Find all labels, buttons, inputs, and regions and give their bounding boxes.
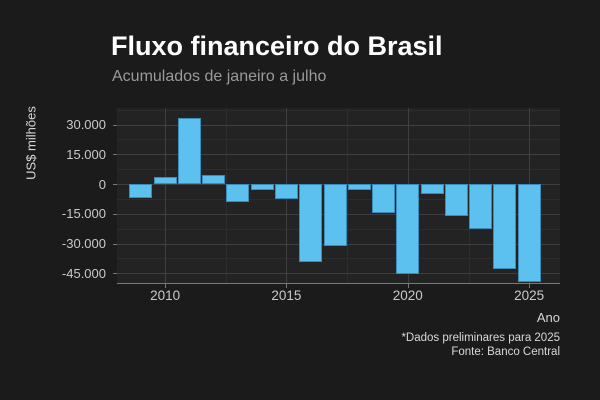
chart-title: Fluxo financeiro do Brasil (111, 31, 443, 61)
bar-2017 (323, 184, 347, 246)
y-tick-label--15000: -15.000 (61, 206, 106, 222)
chart-subtitle: Acumulados de janeiro a julho (112, 68, 327, 85)
y-gridline-minor--37500 (117, 258, 560, 260)
bar-2023 (469, 184, 493, 229)
y-gridline-minor-7500 (117, 169, 560, 171)
x-axis-line (117, 283, 560, 284)
x-axis-title: Ano (536, 310, 560, 325)
bar-2024 (493, 184, 517, 270)
x-gridline-2010 (165, 108, 167, 283)
y-tick-0 (113, 184, 117, 185)
bar-2014 (250, 184, 274, 190)
y-tick-label--45000: -45.000 (61, 265, 106, 281)
bar-2010 (153, 177, 177, 184)
y-tick-label--30000: -30.000 (61, 236, 106, 251)
bar-2018 (347, 184, 371, 190)
plot-area (117, 108, 560, 283)
x-tick-label-2015: 2015 (271, 288, 302, 303)
y-gridline-minor-37500 (117, 109, 560, 111)
x-gridline-minor-2017.5 (347, 108, 349, 283)
bar-2019 (372, 184, 395, 213)
bar-2025 (517, 184, 541, 283)
bar-2016 (299, 184, 323, 263)
x-tick-2015 (286, 284, 288, 288)
bar-2009 (129, 184, 153, 198)
y-tick-label-30000: 30.000 (66, 117, 106, 132)
y-tick-30000 (113, 124, 117, 126)
bar-2020 (396, 184, 420, 275)
x-gridline-minor-2022.5 (468, 108, 470, 283)
x-tick-2025 (529, 284, 531, 288)
x-tick-label-2010: 2010 (150, 288, 181, 303)
bar-2013 (226, 184, 250, 202)
caption-line-1: *Dados preliminares para 2025 (401, 332, 560, 344)
x-tick-2010 (165, 284, 167, 288)
x-gridline-minor-2012.5 (225, 108, 227, 283)
y-gridline-15000 (117, 154, 560, 156)
y-gridline-minor-22500 (117, 139, 560, 141)
x-tick-label-2025: 2025 (514, 288, 545, 303)
y-tick-label-15000: 15.000 (66, 146, 106, 162)
y-tick--15000 (113, 213, 117, 215)
y-gridline--45000 (117, 273, 560, 275)
bar-2015 (274, 184, 298, 199)
y-gridline-30000 (117, 124, 560, 126)
bar-2011 (177, 117, 201, 184)
bar-2021 (420, 184, 444, 194)
chart-caption: *Dados preliminares para 2025 Fonte: Ban… (401, 332, 560, 359)
caption-line-2: Fonte: Banco Central (451, 345, 560, 358)
bar-2012 (202, 175, 226, 184)
y-tick-label-0: 0 (98, 176, 106, 192)
y-tick--45000 (113, 273, 117, 275)
y-tick-15000 (113, 154, 117, 156)
x-tick-2020 (407, 284, 409, 288)
x-tick-label-2020: 2020 (392, 288, 423, 303)
bar-2022 (444, 184, 468, 216)
y-tick--30000 (113, 243, 117, 245)
